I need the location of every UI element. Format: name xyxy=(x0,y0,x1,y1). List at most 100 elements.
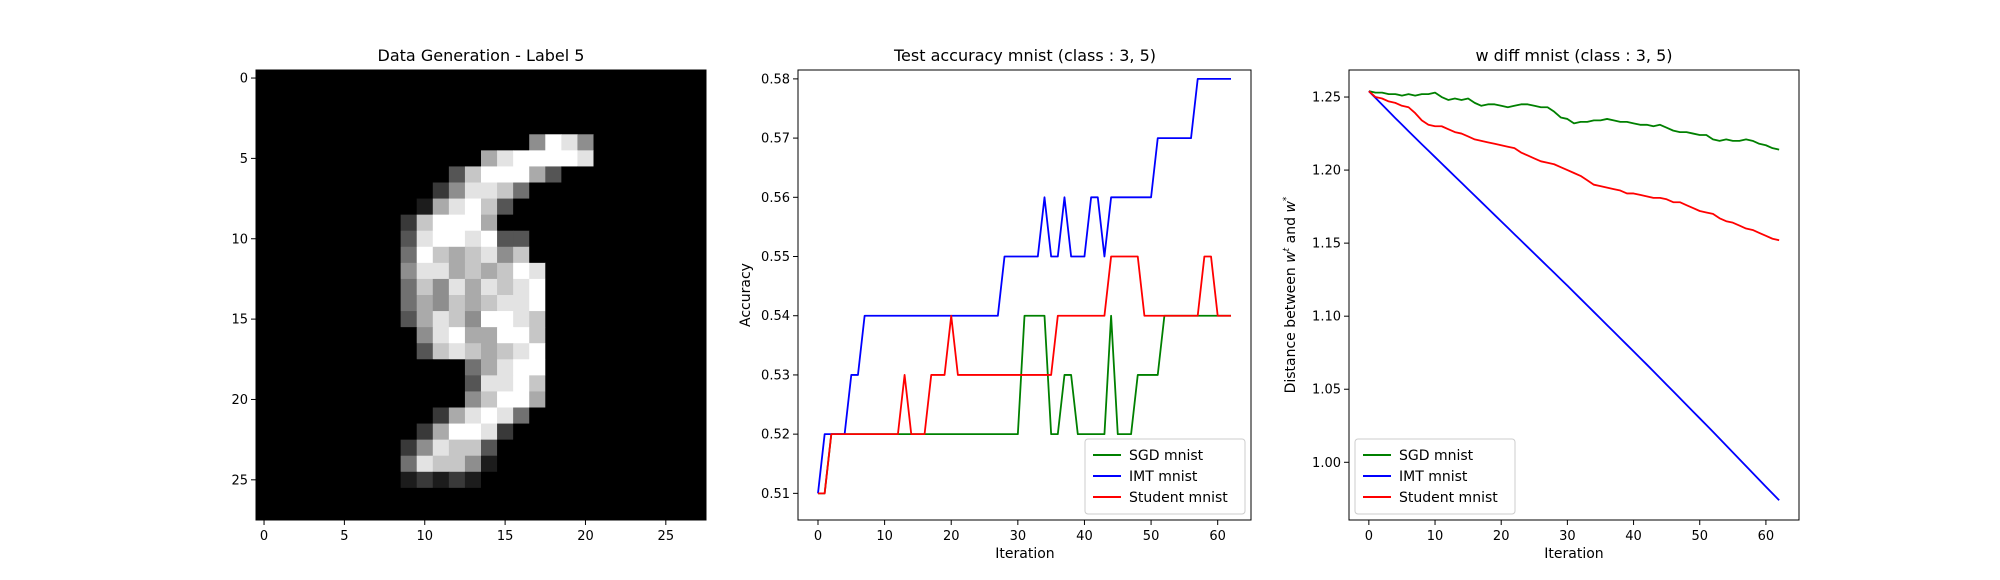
pixel-cell xyxy=(336,86,353,103)
pixel-cell xyxy=(513,118,530,135)
pixel-cell xyxy=(320,407,337,424)
pixel-cell xyxy=(256,343,273,360)
pixel-cell xyxy=(448,487,466,505)
pixel-cell xyxy=(272,118,289,135)
pixel-cell xyxy=(256,118,273,135)
pixel-cell xyxy=(384,150,402,167)
pixel-cell xyxy=(657,278,675,296)
pixel-cell xyxy=(481,166,498,183)
pixel-cell xyxy=(288,407,305,424)
pixel-cell xyxy=(593,214,610,232)
pixel-cell xyxy=(481,391,498,408)
pixel-cell xyxy=(625,214,643,232)
pixel-cell xyxy=(513,182,530,199)
pixel-cell xyxy=(368,182,385,199)
pixel-cell xyxy=(609,118,627,135)
pixel-cell xyxy=(641,407,659,424)
pixel-cell xyxy=(464,262,482,280)
pixel-cell xyxy=(352,311,369,328)
pixel-cell xyxy=(657,423,675,441)
pixel-cell xyxy=(577,327,594,344)
pixel-cell xyxy=(641,246,659,264)
pixel-cell xyxy=(673,375,691,392)
pixel-cell xyxy=(529,214,546,232)
pixel-cell xyxy=(272,359,289,376)
pixel-cell xyxy=(432,166,450,183)
x-tick-label: 20 xyxy=(943,529,960,544)
pixel-cell xyxy=(609,102,627,119)
pixel-cell xyxy=(336,295,353,312)
pixel-cell xyxy=(320,391,337,408)
pixel-cell xyxy=(320,423,337,441)
pixel-cell xyxy=(288,70,305,87)
pixel-cell xyxy=(352,102,369,119)
pixel-cell xyxy=(416,102,434,119)
pixel-cell xyxy=(625,471,643,489)
pixel-cell xyxy=(529,343,546,360)
pixel-cell xyxy=(657,487,675,505)
pixel-cell xyxy=(577,503,594,521)
pixel-cell xyxy=(352,359,369,376)
pixel-cell xyxy=(352,198,369,216)
pixel-cell xyxy=(689,343,707,360)
legend-box xyxy=(1084,438,1246,515)
pixel-cell xyxy=(304,230,321,248)
pixel-cell xyxy=(256,150,273,167)
pixel-cell xyxy=(400,343,418,360)
pixel-cell xyxy=(448,503,466,521)
x-tick-label: 0 xyxy=(260,529,268,544)
y-tick-label: 0.51 xyxy=(761,487,790,502)
pixel-cell xyxy=(304,118,321,135)
pixel-cell xyxy=(673,327,691,344)
pixel-cell xyxy=(256,102,273,119)
pixel-cell xyxy=(256,295,273,312)
pixel-cell xyxy=(384,455,402,473)
pixel-cell xyxy=(497,118,514,135)
pixel-cell xyxy=(577,70,594,87)
pixel-cell xyxy=(416,295,434,312)
pixel-cell xyxy=(304,375,321,392)
pixel-cell xyxy=(400,182,418,199)
pixel-cell xyxy=(400,295,418,312)
pixel-cell xyxy=(577,182,594,199)
pixel-cell xyxy=(561,182,578,199)
pixel-cell xyxy=(545,423,562,441)
pixel-cell xyxy=(657,198,675,216)
pixel-cell xyxy=(625,407,643,424)
pixel-cell xyxy=(561,214,578,232)
pixel-cell xyxy=(609,182,627,199)
pixel-cell xyxy=(336,118,353,135)
y-tick-label: 15 xyxy=(231,313,248,328)
pixel-cell xyxy=(513,262,530,280)
pixel-cell xyxy=(256,487,273,505)
series-line xyxy=(1368,90,1780,501)
pixel-cell xyxy=(513,311,530,328)
pixel-cell xyxy=(609,439,627,457)
pixel-cell xyxy=(352,278,369,296)
pixel-cell xyxy=(625,182,643,199)
pixel-cell xyxy=(272,343,289,360)
pixel-cell xyxy=(336,214,353,232)
pixel-cell xyxy=(641,182,659,199)
pixel-cell xyxy=(513,295,530,312)
pixel-cell xyxy=(545,343,562,360)
pixel-cell xyxy=(288,343,305,360)
pixel-cell xyxy=(304,166,321,183)
pixel-cell xyxy=(288,359,305,376)
pixel-cell xyxy=(320,182,337,199)
pixel-cell xyxy=(481,455,498,473)
pixel-cell xyxy=(529,102,546,119)
x-axis-label: Iteration xyxy=(1544,546,1603,562)
pixel-cell xyxy=(336,423,353,441)
pixel-cell xyxy=(400,118,418,135)
pixel-cell xyxy=(673,70,691,87)
pixel-cell xyxy=(336,262,353,280)
pixel-cell xyxy=(336,311,353,328)
pixel-cell xyxy=(320,343,337,360)
pixel-cell xyxy=(593,487,610,505)
pixel-cell xyxy=(320,246,337,264)
pixel-cell xyxy=(625,391,643,408)
pixel-cell xyxy=(336,503,353,521)
pixel-cell xyxy=(625,166,643,183)
pixel-cell xyxy=(625,230,643,248)
